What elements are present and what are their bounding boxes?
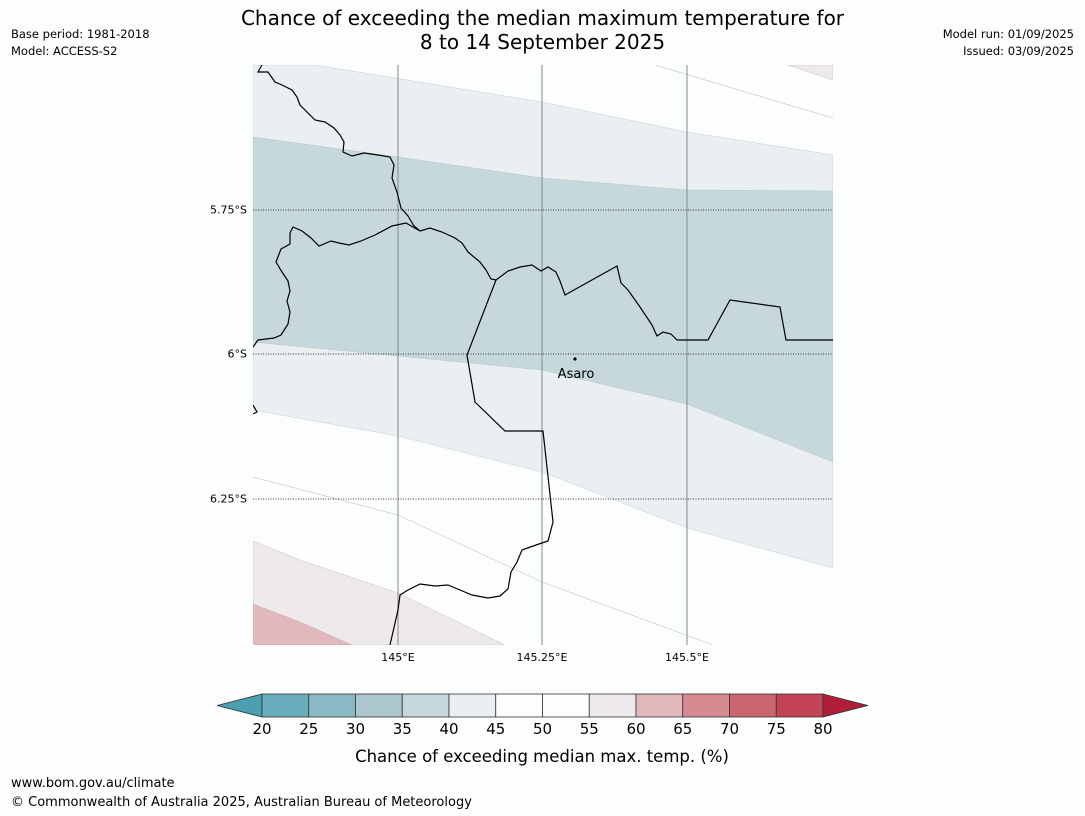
lat-label-6-25: 6.25°S: [210, 493, 247, 506]
colorbar-tick-label: 60: [626, 720, 645, 738]
footer: www.bom.gov.au/climate © Commonwealth of…: [11, 774, 472, 812]
forecast-map: 5.75°S 6°S 6.25°S 145°E 145.25°E 145.5°E…: [210, 65, 833, 664]
colorbar-tick-label: 25: [299, 720, 318, 738]
colorbar-tick-label: 80: [813, 720, 832, 738]
asaro-marker: [573, 357, 577, 361]
run-info: Model run: 01/09/2025 Issued: 03/09/2025: [943, 26, 1074, 60]
province-boundary-east: [419, 227, 833, 341]
lon-label-145: 145°E: [381, 651, 414, 664]
lat-label-5-75: 5.75°S: [210, 204, 247, 217]
contour-line: [654, 65, 833, 119]
colorbar-ticks: 20 25 30 35 40 45 50 55 60 65 70 75 80: [252, 720, 832, 738]
lon-label-145-25: 145.25°E: [517, 651, 568, 664]
colorbar-tick-label: 50: [533, 720, 552, 738]
map-area: [253, 65, 833, 645]
lon-label-145-5: 145.5°E: [665, 651, 709, 664]
colorbar-tick-label: 20: [252, 720, 271, 738]
colorbar-tick-label: 65: [673, 720, 692, 738]
province-boundary-west: [253, 404, 258, 415]
footer-copyright: © Commonwealth of Australia 2025, Austra…: [11, 795, 472, 810]
colorbar-tick-label: 55: [580, 720, 599, 738]
title-line-1: Chance of exceeding the median maximum t…: [240, 6, 845, 30]
colorbar-tick-label: 45: [486, 720, 505, 738]
colorbar-tick-label: 30: [346, 720, 365, 738]
model-name: Model: ACCESS-S2: [11, 44, 118, 58]
colorbar-tick-label: 75: [767, 720, 786, 738]
place-label-asaro: Asaro: [558, 367, 595, 382]
issued-date: Issued: 03/09/2025: [963, 44, 1074, 58]
footer-url: www.bom.gov.au/climate: [11, 776, 175, 791]
model-run-date: Model run: 01/09/2025: [942, 27, 1074, 41]
base-period: Base period: 1981-2018: [11, 27, 150, 41]
colorbar-tick-label: 40: [439, 720, 458, 738]
colorbar-tick-label: 35: [393, 720, 412, 738]
colorbar-label: Chance of exceeding median max. temp. (%…: [355, 747, 729, 766]
contour-line: [253, 476, 714, 645]
lat-label-6: 6°S: [228, 348, 247, 361]
map-title: Chance of exceeding the median maximum t…: [0, 6, 1085, 54]
band-55-60: [253, 540, 506, 645]
band-55-60-top-right: [787, 65, 833, 81]
model-info: Base period: 1981-2018 Model: ACCESS-S2: [11, 26, 150, 60]
province-boundary-central: [389, 279, 554, 645]
title-line-2: 8 to 14 September 2025: [419, 30, 666, 54]
colorbar-tick-label: 70: [720, 720, 739, 738]
band-60-65: [253, 603, 353, 645]
